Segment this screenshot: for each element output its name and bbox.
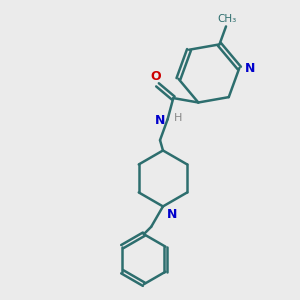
Text: O: O — [151, 70, 161, 83]
Text: H: H — [174, 113, 182, 123]
Text: N: N — [167, 208, 177, 221]
Text: CH₃: CH₃ — [217, 14, 236, 24]
Text: N: N — [155, 114, 165, 128]
Text: N: N — [244, 61, 255, 75]
